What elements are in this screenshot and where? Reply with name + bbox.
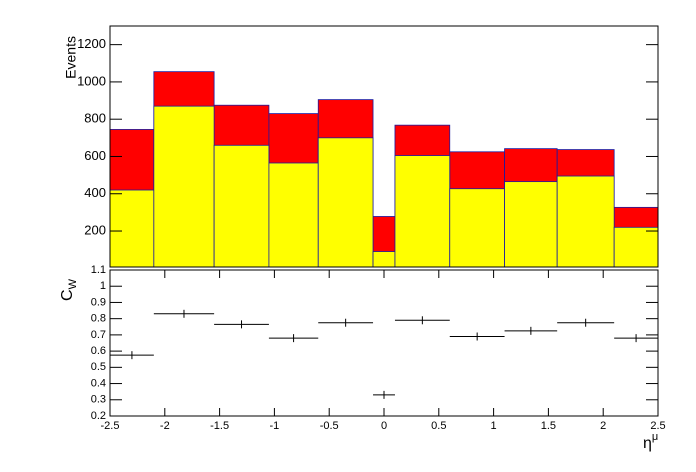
x-axis-label-sup: μ (652, 431, 658, 443)
x-tick-label: 0 (381, 420, 387, 432)
y-tick-label: 400 (84, 185, 106, 200)
data-point (373, 390, 395, 399)
y-tick-label: 800 (84, 111, 106, 126)
y-tick-label: 0.8 (91, 313, 106, 325)
y-tick-label: 1200 (77, 36, 106, 51)
data-point (268, 334, 319, 343)
y-axis-label: CW (59, 278, 79, 301)
y-tick-label: 0.6 (91, 345, 106, 357)
bar (109, 189, 155, 268)
bar (504, 181, 558, 268)
x-tick-label: -1 (270, 420, 280, 432)
x-tick-label: 0.5 (431, 420, 446, 432)
y-tick-label: 0.2 (91, 410, 106, 422)
data-point (318, 318, 374, 327)
y-axis-label-sub: W (67, 278, 79, 289)
y-axis-label-main: C (59, 289, 76, 301)
data-point (110, 351, 154, 360)
bar (153, 105, 215, 268)
plot-frame (109, 25, 659, 268)
data-point (153, 309, 215, 318)
y-axis-label: Events (63, 36, 79, 79)
x-tick-label: -2 (160, 420, 170, 432)
data-point (214, 320, 269, 329)
data-point (394, 316, 450, 325)
y-tick-label: 600 (84, 148, 106, 163)
x-tick-label: 2.5 (650, 420, 665, 432)
x-tick-label: 1 (491, 420, 497, 432)
bar (317, 137, 374, 268)
data-point (504, 326, 558, 335)
x-tick-label: -2.5 (101, 420, 120, 432)
x-tick-label: 1.5 (541, 420, 556, 432)
data-point (557, 318, 615, 327)
y-tick-label: 200 (84, 222, 106, 237)
data-point (614, 334, 658, 343)
x-axis-label-main: η (643, 435, 652, 452)
bar (394, 155, 451, 268)
y-tick-label: 0.4 (91, 377, 106, 389)
y-tick-label: 0.9 (91, 296, 106, 308)
y-tick-label: 0.5 (91, 361, 106, 373)
y-tick-label: 1000 (77, 73, 106, 88)
y-tick-label: 1.1 (91, 264, 106, 276)
x-tick-label: -1.5 (210, 420, 229, 432)
bar (213, 144, 270, 268)
y-tick-label: 0.7 (91, 329, 106, 341)
bar (372, 251, 396, 268)
bar (268, 162, 319, 268)
bar (613, 226, 659, 268)
x-axis-label: ημ (643, 431, 658, 452)
x-tick-label: 2 (600, 420, 606, 432)
data-point (449, 332, 505, 341)
y-tick-label: 0.3 (91, 394, 106, 406)
x-tick-label: -0.5 (320, 420, 339, 432)
bar (449, 188, 505, 268)
bar (556, 175, 615, 268)
y-tick-label: 1 (100, 280, 106, 292)
